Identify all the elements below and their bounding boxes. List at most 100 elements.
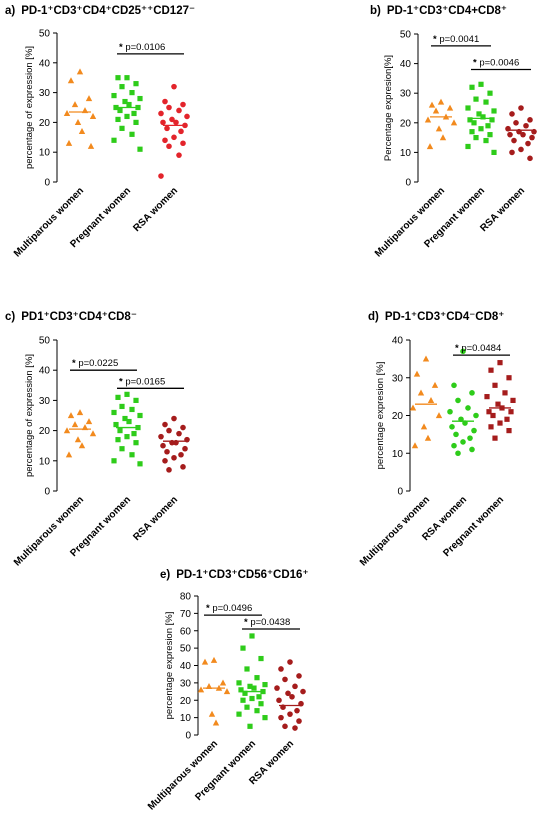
significance-star: *: [244, 617, 250, 628]
series-multiparous-women: [197, 656, 231, 726]
p-value: p=0.0438: [250, 617, 290, 628]
data-point: [137, 146, 143, 152]
y-tick-label: 0: [185, 731, 191, 742]
data-point: [420, 423, 428, 430]
data-point: [509, 111, 515, 117]
series-pregnant-women: [111, 75, 143, 152]
data-point: [256, 694, 262, 700]
data-point: [492, 382, 498, 388]
panel-title: b) PD-1⁺CD3⁺CD4+CD8⁺: [370, 5, 507, 17]
data-point: [435, 412, 443, 419]
panel-title: d) PD-1⁺CD3⁺CD4⁻CD8⁺: [368, 311, 504, 323]
data-point: [212, 719, 220, 726]
y-tick-label: 40: [400, 59, 412, 70]
significance-star: *: [119, 376, 125, 387]
data-point: [531, 128, 537, 135]
panel-title-text: PD-1⁺CD3⁺CD4+CD8⁺: [387, 5, 507, 17]
data-point: [467, 117, 473, 123]
data-point: [219, 679, 227, 686]
data-point: [251, 685, 257, 691]
data-point: [518, 146, 524, 153]
data-point: [71, 101, 79, 108]
data-point: [178, 451, 184, 458]
data-point: [158, 110, 164, 117]
data-point: [65, 139, 73, 146]
data-point: [460, 439, 466, 445]
data-point: [480, 114, 486, 120]
data-point: [76, 409, 84, 416]
series-multiparous-women: [424, 98, 458, 150]
data-point: [492, 435, 498, 441]
significance-star: *: [72, 358, 78, 369]
data-point: [409, 404, 417, 411]
data-point: [254, 708, 260, 714]
category-label: Multiparous women: [373, 185, 447, 259]
data-point: [137, 461, 143, 467]
p-value: p=0.0225: [78, 358, 118, 369]
y-tick-label: 30: [400, 89, 412, 100]
series-rsa-women: [447, 348, 479, 457]
data-point: [447, 408, 453, 415]
data-point: [465, 405, 471, 411]
data-point: [428, 101, 436, 108]
significance-star: *: [473, 58, 479, 69]
p-value: p=0.0484: [461, 343, 501, 354]
data-point: [487, 90, 493, 96]
series-pregnant-women: [111, 391, 143, 467]
data-point: [473, 96, 479, 102]
data-point: [111, 137, 117, 143]
y-tick-label: 50: [39, 336, 51, 347]
data-point: [180, 101, 186, 108]
data-point: [131, 431, 137, 437]
panel-title-text: PD-1⁺CD3⁺CD56⁺CD16⁺: [176, 569, 308, 581]
panel-title-text: PD-1⁺CD3⁺CD4⁻CD8⁺: [385, 311, 505, 323]
data-point: [164, 448, 170, 455]
data-point: [483, 99, 489, 105]
data-point: [432, 107, 440, 114]
data-point: [274, 685, 280, 691]
data-point: [502, 390, 508, 396]
significance-star: *: [119, 42, 125, 53]
data-point: [176, 107, 182, 114]
y-tick-label: 10: [39, 148, 51, 159]
significance-label: * p=0.0046: [473, 58, 519, 69]
data-point: [238, 687, 244, 693]
panel-letter: d): [368, 311, 379, 323]
data-point: [453, 431, 459, 438]
data-point: [446, 104, 454, 111]
data-point: [166, 427, 172, 434]
data-point: [117, 107, 123, 114]
y-axis-title: percentage of expression [%]: [24, 46, 35, 169]
y-tick-label: 50: [39, 29, 51, 40]
data-point: [485, 123, 491, 129]
data-point: [426, 143, 434, 150]
data-point: [126, 418, 132, 425]
data-point: [244, 704, 250, 710]
data-point: [160, 442, 166, 449]
data-point: [124, 113, 130, 120]
data-point: [513, 120, 519, 126]
data-point: [518, 105, 524, 111]
data-point: [497, 360, 503, 366]
data-point: [451, 442, 457, 449]
data-point: [413, 370, 421, 377]
data-point: [247, 683, 253, 689]
data-point: [115, 437, 121, 443]
data-point: [171, 454, 177, 461]
y-tick-label: 40: [392, 336, 404, 347]
data-point: [511, 137, 517, 144]
data-point: [495, 401, 501, 407]
data-point: [111, 409, 117, 416]
category-label: RSA women: [131, 494, 180, 543]
data-point: [133, 440, 139, 446]
data-point: [289, 693, 295, 700]
data-point: [197, 686, 205, 693]
data-point: [258, 655, 264, 662]
data-point: [491, 108, 497, 114]
data-point: [449, 424, 455, 430]
data-point: [285, 690, 291, 697]
data-point: [87, 142, 95, 149]
data-point: [63, 427, 71, 434]
significance-label: * p=0.0484: [455, 343, 501, 354]
data-point: [523, 122, 529, 129]
